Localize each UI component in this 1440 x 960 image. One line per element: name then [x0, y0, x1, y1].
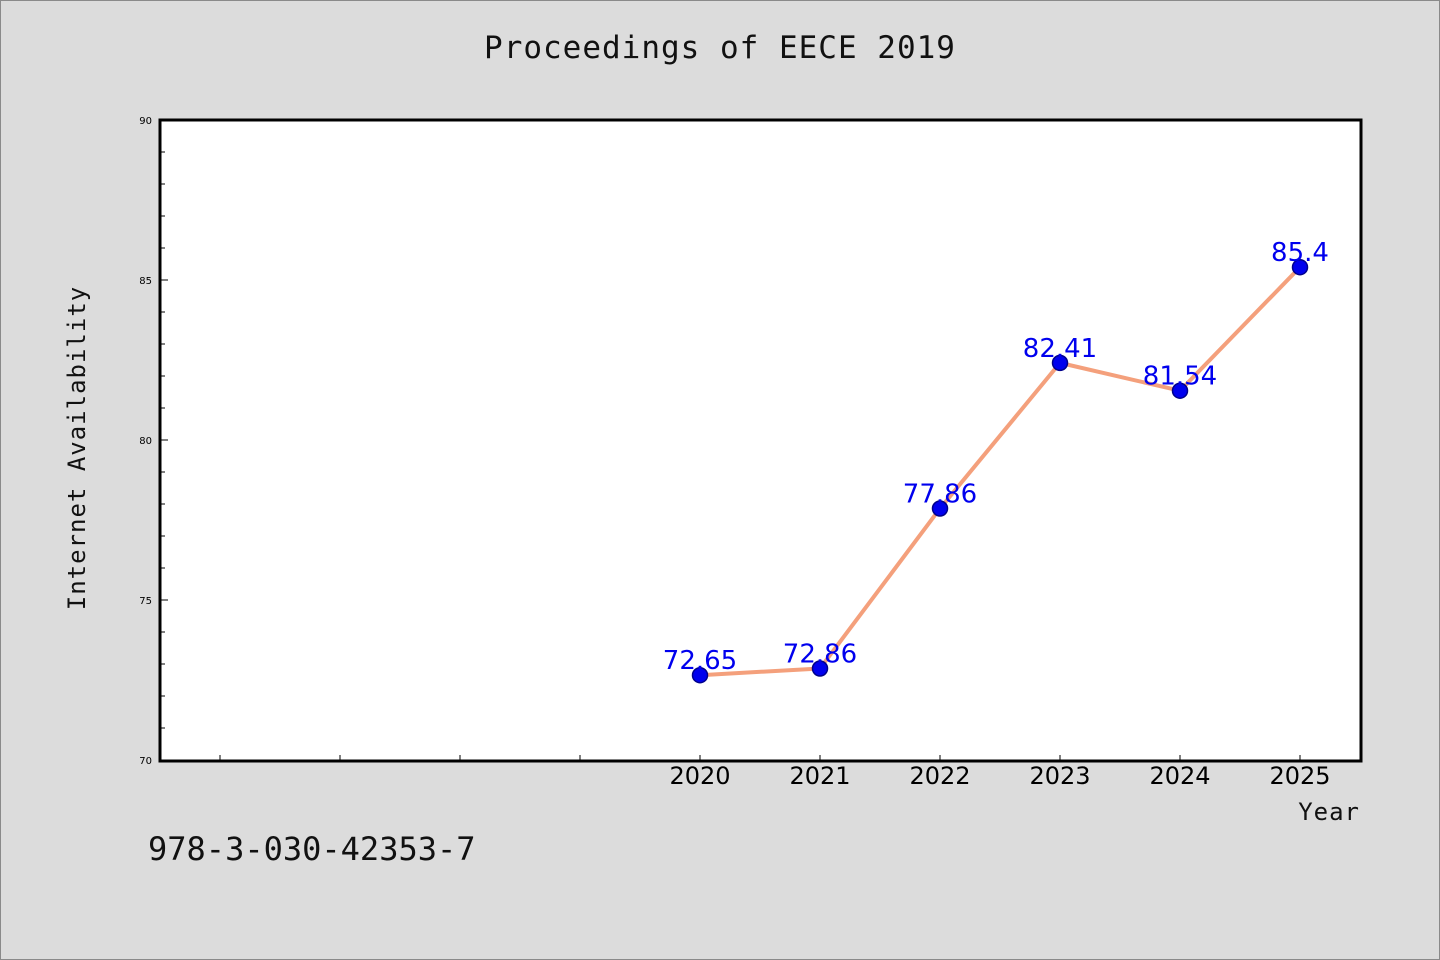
data-point — [691, 666, 709, 684]
x-tick-label: 2022 — [909, 762, 970, 790]
data-label: 72.65 — [663, 646, 737, 676]
series-line — [699, 265, 1302, 678]
isbn-text: 978-3-030-42353-7 — [148, 830, 476, 868]
x-tick-label: 2024 — [1149, 762, 1210, 790]
data-points — [691, 258, 1309, 684]
y-tick-label: 75 — [139, 596, 152, 607]
x-tick-label: 2021 — [789, 762, 850, 790]
page-title: Proceedings of EECE 2019 — [484, 30, 956, 66]
y-tick-label: 90 — [139, 116, 152, 127]
data-labels: 72.65 72.86 77.86 82.41 81.54 85.4 — [663, 238, 1329, 676]
data-label: 81.54 — [1143, 362, 1217, 392]
series-line-group — [699, 265, 1302, 678]
data-label: 82.41 — [1023, 334, 1097, 364]
data-label: 85.4 — [1271, 238, 1329, 268]
data-label: 72.86 — [783, 639, 857, 669]
x-axis-title: Year — [1298, 798, 1360, 826]
data-point — [931, 500, 949, 517]
x-axis: 2020 2021 2022 2023 2024 2025 — [219, 755, 1331, 790]
y-tick-label: 85 — [139, 276, 152, 287]
x-tick-label: 2020 — [669, 762, 730, 790]
y-tick-label: 80 — [139, 436, 152, 447]
data-point — [1291, 258, 1309, 276]
x-tick-label: 2025 — [1269, 762, 1330, 790]
data-point — [1171, 382, 1189, 399]
y-axis: 70 75 80 85 90 — [139, 116, 168, 767]
plot-area — [158, 118, 1363, 763]
y-tick-label: 70 — [139, 756, 152, 767]
y-axis-title: Internet Availability — [63, 286, 91, 610]
x-tick-label: 2023 — [1029, 762, 1090, 790]
data-label: 77.86 — [903, 479, 977, 509]
data-point — [1051, 354, 1069, 372]
data-point — [811, 660, 829, 677]
